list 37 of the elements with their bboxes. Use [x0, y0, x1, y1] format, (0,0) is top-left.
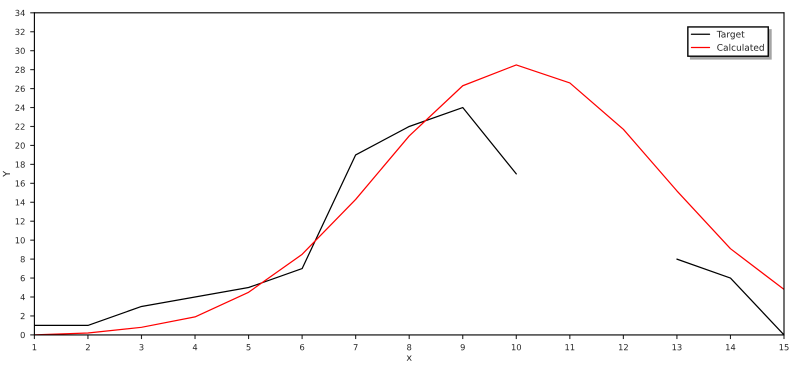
x-tick-label: 1 [32, 344, 36, 350]
x-tick-label: 11 [565, 344, 574, 350]
x-tick-label: 6 [300, 344, 304, 350]
x-tick-label: 12 [618, 344, 628, 350]
y-tick-label: 16 [16, 180, 25, 187]
y-tick-label: 34 [15, 10, 25, 16]
y-axis-title: Y [2, 170, 10, 177]
legend-label: Calculated [717, 44, 764, 51]
y-tick-label: 2 [20, 312, 25, 320]
y-tick-label: 26 [15, 86, 25, 92]
x-tick-label: 4 [192, 344, 198, 350]
x-tick-label: 2 [86, 344, 90, 350]
x-axis-title: x [406, 355, 412, 361]
y-tick-label: 28 [15, 66, 25, 73]
legend-label: Target [716, 30, 744, 40]
y-tick-label: 10 [16, 237, 25, 244]
x-tick-label: 5 [246, 344, 250, 350]
y-tick-label: 32 [15, 28, 25, 36]
y-tick-label: 8 [20, 256, 25, 262]
x-tick-label: 14 [726, 344, 736, 350]
x-tick-label: 3 [139, 344, 144, 350]
y-tick-label: 6 [20, 275, 25, 282]
y-tick-label: 22 [15, 123, 25, 130]
y-tick-label: 18 [16, 161, 25, 168]
y-tick-label: 24 [15, 104, 25, 111]
y-tick-label: 12 [16, 218, 25, 224]
x-tick-label: 15 [780, 344, 789, 350]
y-tick-label: 4 [20, 294, 25, 300]
x-tick-label: 10 [512, 344, 522, 350]
x-tick-label: 9 [460, 344, 465, 350]
x-tick-label: 13 [672, 344, 682, 350]
y-tick-label: 20 [15, 142, 25, 149]
y-tick-label: 30 [15, 48, 25, 54]
x-tick-label: 7 [354, 344, 358, 350]
y-tick-label: 0 [20, 332, 25, 338]
x-tick-label: 8 [407, 344, 412, 350]
y-tick-label: 14 [16, 199, 25, 206]
